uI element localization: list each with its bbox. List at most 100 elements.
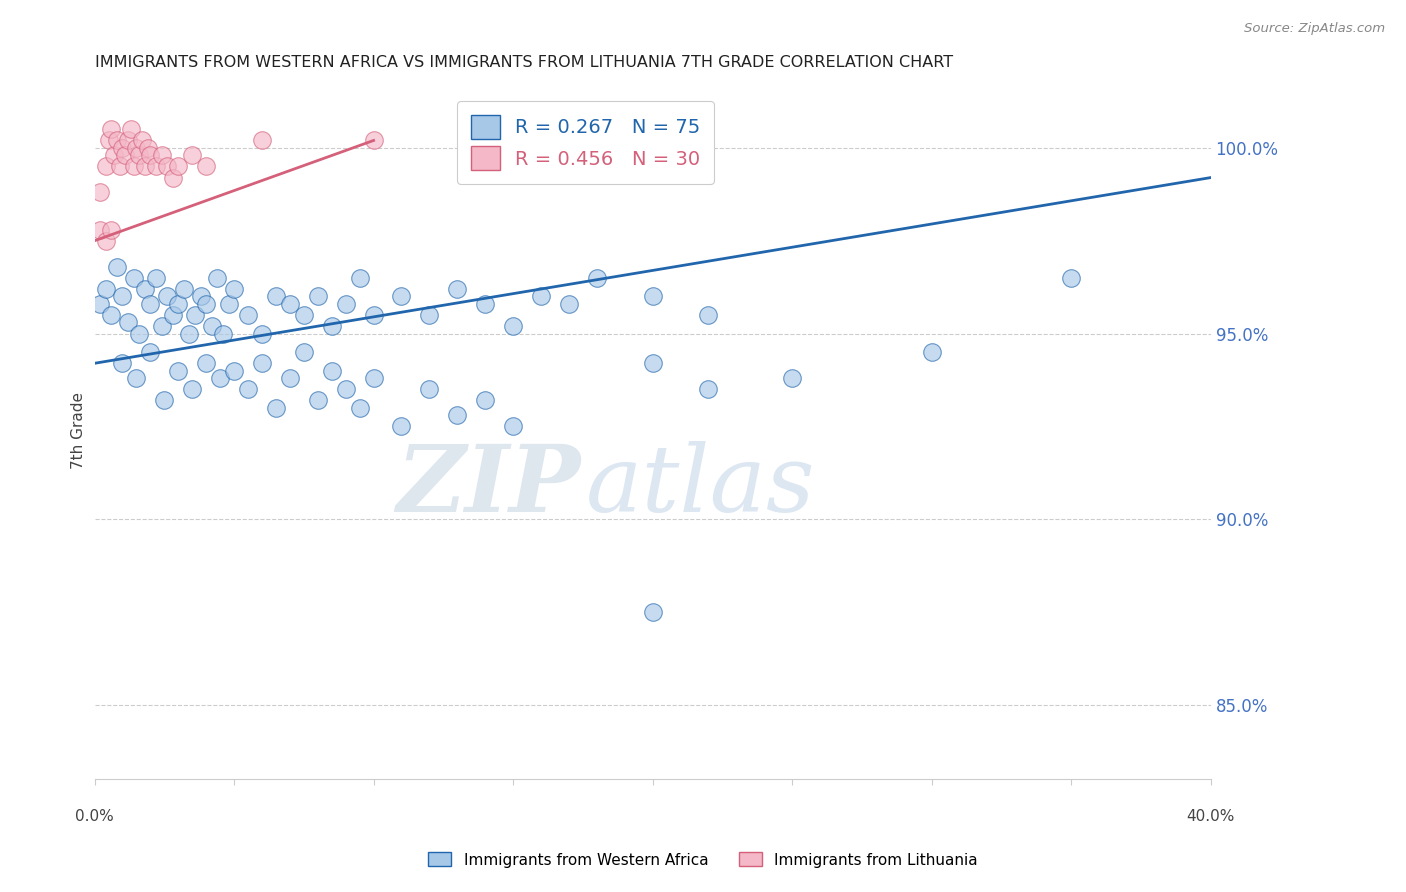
Point (153, 393, 176, 408)
Point (502, 319, 524, 334)
Point (250, 356, 273, 370)
Point (181, 148, 204, 162)
Point (167, 364, 190, 378)
Point (222, 282, 245, 296)
Point (145, 160, 167, 174)
Text: Source: ZipAtlas.com: Source: ZipAtlas.com (1244, 22, 1385, 36)
Point (1060, 271, 1083, 285)
Point (530, 289, 553, 303)
Point (264, 289, 287, 303)
Point (446, 409, 468, 423)
Legend: Immigrants from Western Africa, Immigrants from Lithuania: Immigrants from Western Africa, Immigran… (422, 847, 984, 873)
Point (307, 393, 329, 408)
Point (190, 289, 212, 303)
Point (156, 289, 179, 303)
Point (122, 160, 145, 174)
Point (349, 271, 371, 285)
Point (418, 308, 440, 322)
Point (111, 141, 134, 155)
Point (97, 133, 120, 147)
Point (921, 345, 943, 359)
Point (195, 356, 218, 370)
Point (105, 260, 128, 274)
Point (209, 371, 232, 385)
Point (218, 297, 240, 311)
Point (349, 401, 371, 415)
Point (236, 382, 259, 396)
Point (321, 319, 343, 334)
Point (278, 297, 301, 311)
Point (697, 308, 720, 322)
Point (131, 133, 153, 147)
Point (103, 148, 125, 162)
Point (94, 160, 117, 174)
Y-axis label: 7th Grade: 7th Grade (72, 392, 86, 468)
Point (120, 122, 142, 136)
Point (236, 308, 259, 322)
Point (212, 326, 235, 341)
Point (167, 160, 190, 174)
Point (167, 297, 190, 311)
Point (418, 382, 440, 396)
Point (125, 141, 148, 155)
Point (162, 308, 184, 322)
Point (585, 271, 607, 285)
Point (125, 371, 148, 385)
Point (89, 186, 111, 200)
Point (128, 148, 150, 162)
Point (173, 282, 195, 296)
Point (222, 364, 245, 378)
Point (195, 160, 218, 174)
Point (117, 133, 139, 147)
Point (292, 345, 315, 359)
Point (391, 419, 413, 434)
Point (250, 133, 273, 147)
Point (111, 356, 134, 370)
Point (139, 148, 162, 162)
Point (136, 141, 159, 155)
Point (89, 297, 111, 311)
Point (156, 160, 179, 174)
Text: atlas: atlas (586, 441, 815, 531)
Text: ZIP: ZIP (396, 441, 581, 531)
Point (111, 289, 134, 303)
Point (697, 382, 720, 396)
Point (179, 326, 201, 341)
Point (89, 222, 111, 236)
Point (150, 148, 173, 162)
Point (321, 364, 343, 378)
Point (250, 326, 273, 341)
Point (363, 133, 385, 147)
Point (100, 122, 122, 136)
Legend: R = 0.267   N = 75, R = 0.456   N = 30: R = 0.267 N = 75, R = 0.456 N = 30 (457, 101, 714, 184)
Point (105, 133, 128, 147)
Point (641, 605, 664, 619)
Point (145, 271, 167, 285)
Point (94, 282, 117, 296)
Point (292, 308, 315, 322)
Point (94, 234, 117, 248)
Point (264, 401, 287, 415)
Point (502, 419, 524, 434)
Point (363, 371, 385, 385)
Point (474, 393, 496, 408)
Point (207, 271, 229, 285)
Point (139, 345, 162, 359)
Text: IMMIGRANTS FROM WESTERN AFRICA VS IMMIGRANTS FROM LITHUANIA 7TH GRADE CORRELATIO: IMMIGRANTS FROM WESTERN AFRICA VS IMMIGR… (94, 55, 953, 70)
Point (446, 282, 468, 296)
Point (641, 356, 664, 370)
Point (780, 371, 803, 385)
Text: 40.0%: 40.0% (1187, 809, 1234, 824)
Point (134, 282, 156, 296)
Point (278, 371, 301, 385)
Point (335, 382, 357, 396)
Point (100, 222, 122, 236)
Point (150, 319, 173, 334)
Point (641, 289, 664, 303)
Point (558, 297, 581, 311)
Point (134, 160, 156, 174)
Point (122, 271, 145, 285)
Point (162, 170, 184, 185)
Point (128, 326, 150, 341)
Point (108, 160, 131, 174)
